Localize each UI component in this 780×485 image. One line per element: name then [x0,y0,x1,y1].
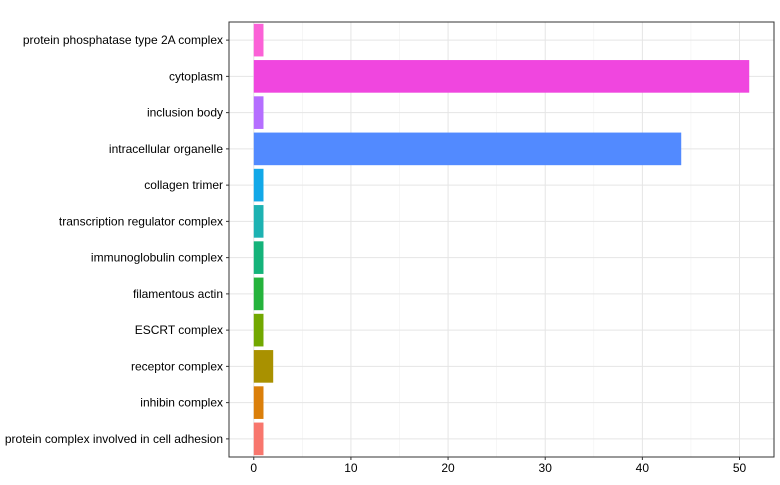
y-tick-label: transcription regulator complex [59,214,223,228]
plot-panel-border [228,21,775,458]
x-tick-label: 50 [733,461,747,475]
y-tick-label: inclusion body [147,106,223,120]
bar-6 [253,241,264,274]
y-tick-label: protein complex involved in cell adhesio… [5,432,223,446]
y-tick-label: cytoplasm [169,69,223,83]
bar-5 [253,205,264,238]
x-tick-label: 30 [539,461,553,475]
y-tick-label: intracellular organelle [109,142,223,156]
bar-3 [253,132,682,166]
bar-0 [253,23,264,57]
bar-11 [253,422,264,456]
y-tick-label: immunoglobulin complex [91,251,223,265]
y-tick-label: protein phosphatase type 2A complex [23,33,223,47]
y-tick-label: receptor complex [131,359,223,373]
x-axis: 0 10 20 30 40 50 [250,457,747,475]
bar-9 [253,350,274,383]
bar-7 [253,277,264,311]
x-tick-label: 40 [636,461,650,475]
y-tick-label: inhibin complex [140,396,223,410]
bar-4 [253,168,264,202]
bar-8 [253,313,264,347]
y-tick-label: ESCRT complex [135,323,223,337]
bar-1 [253,60,750,93]
bars [253,23,750,456]
bar-2 [253,96,264,129]
x-tick-label: 20 [441,461,455,475]
x-tick-label: 0 [250,461,257,475]
y-tick-label: filamentous actin [133,287,223,301]
x-tick-label: 10 [344,461,358,475]
y-tick-label: collagen trimer [144,178,223,192]
y-axis: protein phosphatase type 2A complex cytop… [5,33,229,446]
bar-10 [253,386,264,419]
